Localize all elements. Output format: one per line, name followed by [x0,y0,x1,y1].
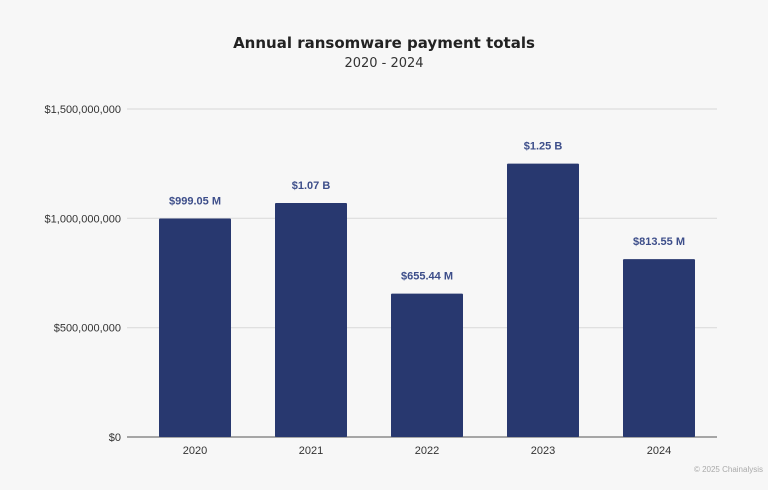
x-tick-label: 2024 [647,445,671,457]
bar-2021 [275,203,347,437]
y-tick-label: $500,000,000 [54,323,121,335]
y-tick-label: $0 [109,432,121,444]
chart-subtitle: 2020 - 2024 [344,56,423,71]
bar-2022 [391,293,463,437]
data-label: $1.25 B [524,141,563,153]
bar-2020 [159,218,231,437]
x-tick-label: 2021 [299,445,323,457]
bar-2024 [623,259,695,437]
data-label: $813.55 M [633,236,685,248]
data-label: $655.44 M [401,271,453,283]
x-tick-label: 2022 [415,445,439,457]
y-tick-label: $1,000,000,000 [45,213,121,225]
bar-2023 [507,163,579,437]
x-tick-label: 2023 [531,445,555,457]
chart-title: Annual ransomware payment totals [233,34,535,52]
x-tick-label: 2020 [183,445,207,457]
y-tick-label: $1,500,000,000 [45,104,121,116]
data-label: $1.07 B [292,180,331,192]
data-label: $999.05 M [169,196,221,208]
copyright: © 2025 Chainalysis [694,465,763,474]
